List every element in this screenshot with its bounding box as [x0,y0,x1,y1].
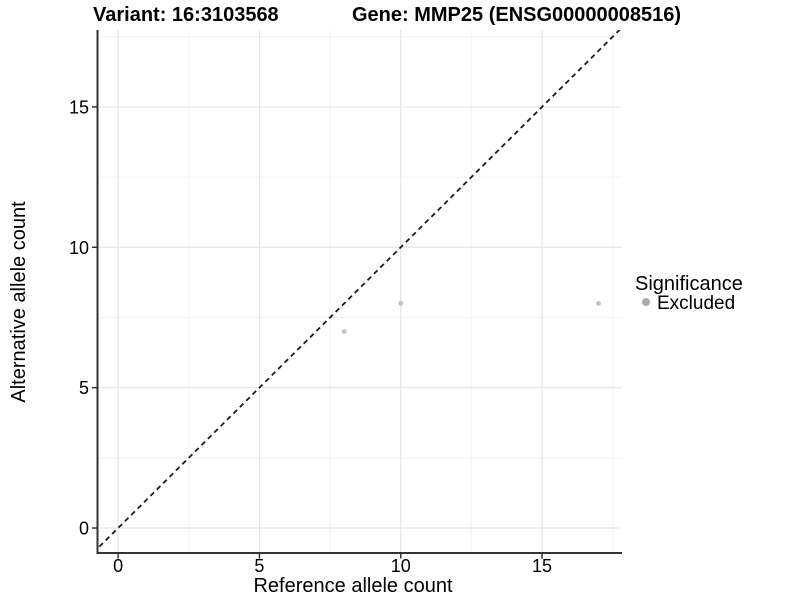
gridlines-minor [97,30,622,553]
legend-key-dot [642,298,650,306]
data-point [341,329,347,334]
x-tick-label: 5 [254,556,264,576]
x-axis-title: Reference allele count [253,575,452,597]
plot-title-gene: Gene: MMP25 (ENSG00000008516) [352,4,681,26]
y-axis-tick-labels: 0 5 10 15 [69,97,89,538]
gridlines-major [97,30,622,553]
legend-item-label: Excluded [657,293,735,314]
x-axis-tick-labels: 0 5 10 15 [113,556,552,576]
y-axis-ticks [92,106,98,529]
x-axis-ticks [117,553,543,559]
x-tick-label: 0 [113,556,123,576]
y-axis-title: Alternative allele count [8,201,30,403]
y-tick-label: 10 [69,238,89,258]
legend-title: Significance [635,273,743,295]
legend: Significance Excluded [635,273,743,314]
data-point [596,301,601,306]
y-tick-label: 15 [69,97,89,117]
identity-reference-line [97,30,621,550]
x-tick-label: 15 [532,556,552,576]
y-tick-label: 5 [79,378,89,398]
x-tick-label: 10 [391,556,411,576]
data-points [341,301,601,334]
plot-title-variant: Variant: 16:3103568 [93,4,279,26]
data-point [398,301,404,306]
y-tick-label: 0 [79,519,89,539]
